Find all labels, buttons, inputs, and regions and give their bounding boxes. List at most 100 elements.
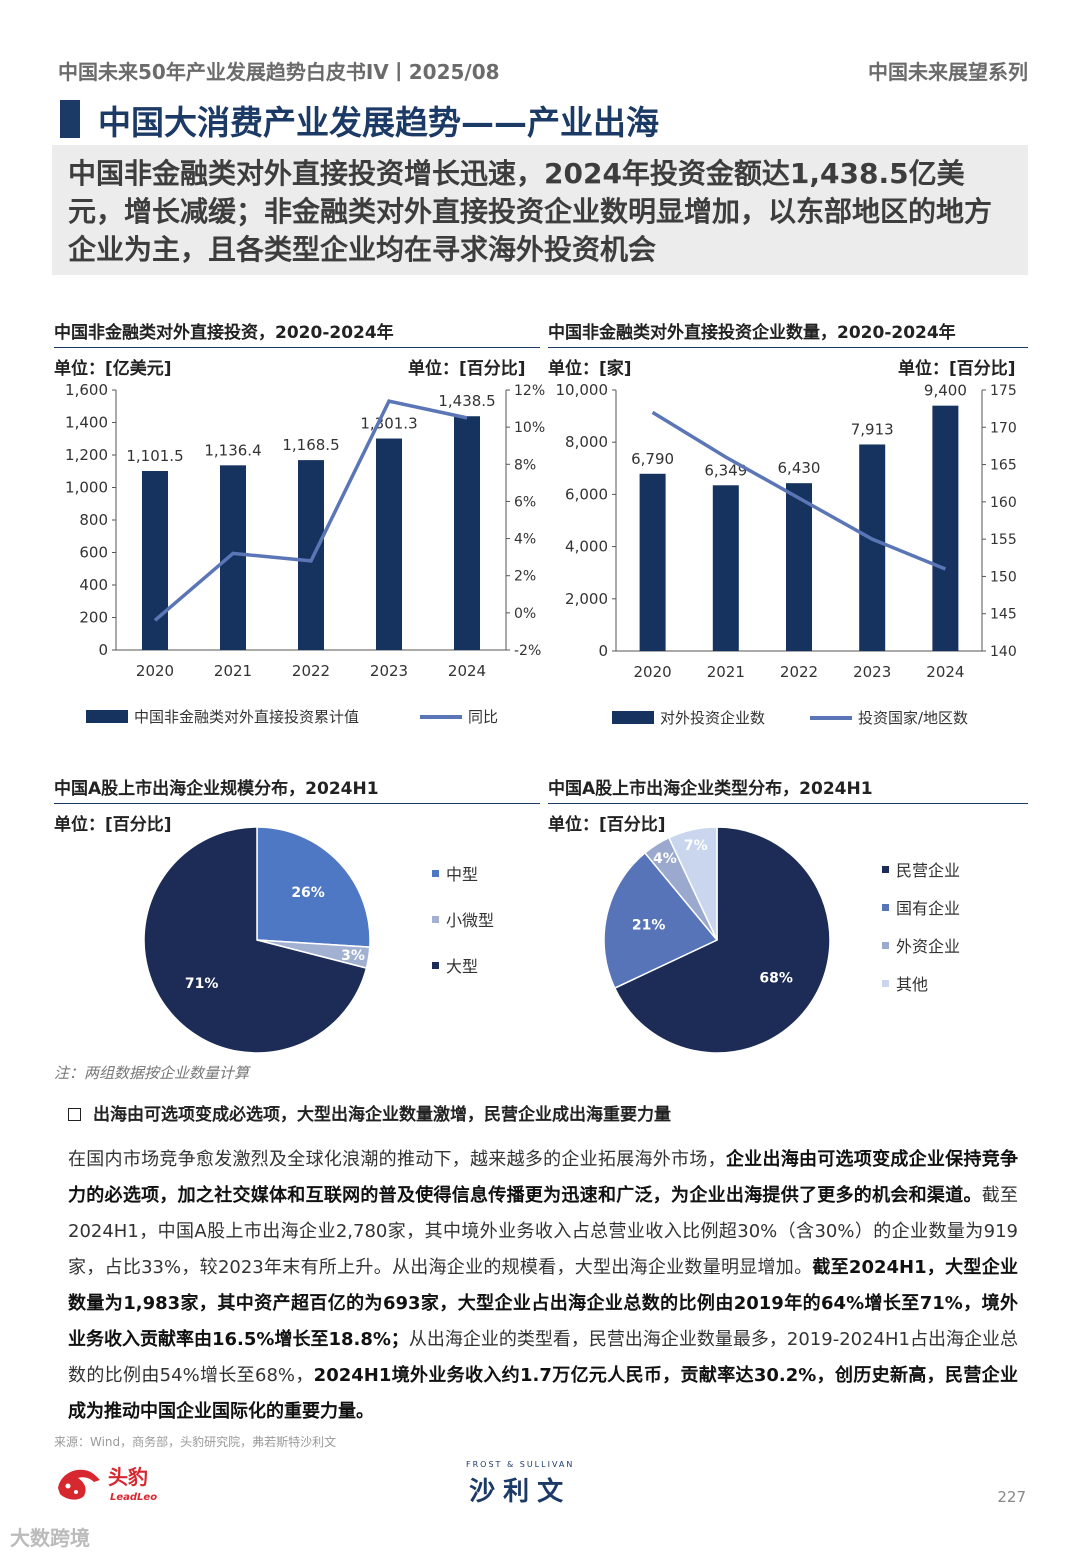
legend-swatch bbox=[882, 980, 889, 987]
left-tick-label: 10,000 bbox=[556, 381, 609, 399]
left-tick-label: 800 bbox=[79, 511, 108, 529]
chart4-unit: 单位：[百分比] bbox=[548, 815, 666, 835]
legend-label: 外资企业 bbox=[896, 937, 960, 956]
right-tick-label: 150 bbox=[990, 569, 1017, 585]
legend-label: 中型 bbox=[446, 865, 478, 884]
section-bullet: 出海由可选项变成必选项，大型出海企业数量激增，民营企业成出海重要力量 bbox=[68, 1100, 671, 1125]
right-tick-label: 10% bbox=[514, 420, 545, 436]
x-tick-label: 2022 bbox=[292, 662, 330, 680]
pie-slice bbox=[603, 851, 719, 990]
legend-swatch bbox=[432, 870, 439, 877]
pie-slice-label: 7% bbox=[684, 838, 708, 854]
pie-slice bbox=[613, 826, 831, 1054]
bar bbox=[220, 465, 246, 650]
right-tick-label: 12% bbox=[514, 383, 545, 399]
left-tick-label: 0 bbox=[98, 641, 108, 659]
right-tick-label: 2% bbox=[514, 569, 536, 585]
left-tick-label: 400 bbox=[79, 576, 108, 594]
chart2-title: 中国非金融类对外直接投资企业数量，2020-2024年 bbox=[548, 318, 1028, 348]
body-segment-bold: 2024H1境外业务收入约1.7万亿元人民币，贡献率达30.2%，创历史新高，民… bbox=[68, 1365, 1018, 1422]
legend-label: 小微型 bbox=[446, 911, 494, 930]
chart4-title: 中国A股上市出海企业类型分布，2024H1 bbox=[548, 774, 1028, 804]
body-segment-bold: 截至2024H1，大型企业数量为1,983家，其中资产超百亿的为693家，大型企… bbox=[68, 1257, 1018, 1350]
right-tick-label: 6% bbox=[514, 494, 536, 510]
right-tick-label: 175 bbox=[990, 383, 1017, 399]
page-number: 227 bbox=[997, 1488, 1026, 1506]
bar bbox=[859, 444, 886, 651]
legend-bar-swatch bbox=[86, 710, 128, 723]
series-name: 中国未来展望系列 bbox=[868, 60, 1028, 84]
legend-swatch bbox=[432, 916, 439, 923]
left-tick-label: 4,000 bbox=[565, 538, 608, 556]
chart4-type-pie: 68% 民营企业 21% 国有企业 4% 外资企业 7% 其他 bbox=[603, 826, 960, 1054]
x-tick-label: 2020 bbox=[634, 663, 672, 681]
chart3-scale-pie: 26% 中型 3% 小微型 71% 大型 bbox=[143, 826, 494, 1054]
bar-value-label: 6,349 bbox=[704, 461, 747, 479]
chart1-title: 中国非金融类对外直接投资，2020-2024年 bbox=[54, 318, 540, 348]
pie-slice-label: 71% bbox=[185, 976, 219, 992]
legend-line-label: 同比 bbox=[468, 708, 498, 726]
line-series bbox=[651, 410, 947, 571]
left-tick-label: 0 bbox=[598, 642, 608, 660]
legend-swatch bbox=[882, 866, 889, 873]
x-tick-label: 2023 bbox=[853, 663, 891, 681]
bar bbox=[932, 405, 959, 651]
x-tick-label: 2020 bbox=[136, 662, 174, 680]
left-tick-label: 1,200 bbox=[65, 446, 108, 464]
bar-value-label: 1,168.5 bbox=[282, 436, 339, 454]
logo-cn: 头豹 bbox=[108, 1465, 148, 1489]
chart1-unit-right: 单位：[百分比] bbox=[408, 359, 526, 379]
pie-slice bbox=[667, 826, 718, 941]
pie-slice bbox=[256, 826, 371, 948]
right-tick-label: -2% bbox=[514, 643, 541, 659]
legend-label: 国有企业 bbox=[896, 899, 960, 918]
legend-swatch bbox=[432, 962, 439, 969]
checkbox-icon bbox=[68, 1108, 81, 1121]
chart1-unit-left: 单位：[亿美元] bbox=[54, 359, 172, 379]
chart-note: 注：两组数据按企业数量计算 bbox=[54, 1064, 250, 1082]
chart3-title: 中国A股上市出海企业规模分布，2024H1 bbox=[54, 774, 540, 804]
summary-box: 中国非金融类对外直接投资增长迅速，2024年投资金额达1,438.5亿美元，增长… bbox=[52, 145, 1028, 275]
right-tick-label: 165 bbox=[990, 458, 1017, 474]
left-tick-label: 1,400 bbox=[65, 414, 108, 432]
title-accent-bar bbox=[60, 100, 80, 138]
right-tick-label: 160 bbox=[990, 495, 1017, 511]
legend-label: 其他 bbox=[896, 975, 928, 994]
legend-bar-swatch bbox=[612, 711, 654, 724]
right-tick-label: 145 bbox=[990, 607, 1017, 623]
chart2-enterprise-combo: 0 2,000 4,000 6,000 8,000 10,000 140 145 150 155 1… bbox=[556, 381, 1017, 727]
bar-value-label: 6,790 bbox=[631, 450, 674, 468]
source-line: 来源：Wind，商务部，头豹研究院，弗若斯特沙利文 bbox=[54, 1435, 337, 1449]
bar-value-label: 1,438.5 bbox=[438, 392, 495, 410]
chart1-investment-combo: 0 200 400 600 800 1,000 1,200 1,400 1,600 -2% 0% 2%… bbox=[65, 381, 545, 726]
bar-value-label: 9,400 bbox=[924, 382, 967, 400]
bar bbox=[712, 485, 739, 651]
pie-slice-label: 21% bbox=[632, 918, 666, 934]
right-tick-label: 155 bbox=[990, 532, 1017, 548]
report-header: 中国未来50年产业发展趋势白皮书IV丨2025/08 bbox=[58, 60, 500, 84]
legend-bar-label: 中国非金融类对外直接投资累计值 bbox=[134, 708, 359, 726]
body-segment-bold: 企业出海由可选项变成企业保持竞争力的必选项，加之社交媒体和互联网的普及使得信息传… bbox=[68, 1149, 1019, 1206]
watermark: 大数跨境 bbox=[10, 1526, 90, 1550]
bar-value-label: 1,101.5 bbox=[126, 447, 183, 465]
right-tick-label: 170 bbox=[990, 420, 1017, 436]
bar bbox=[786, 483, 812, 651]
x-tick-label: 2021 bbox=[707, 663, 745, 681]
x-tick-label: 2024 bbox=[448, 662, 486, 680]
bar bbox=[298, 460, 324, 650]
x-tick-label: 2021 bbox=[214, 662, 252, 680]
leadleo-logo: 头豹 LeadLeo bbox=[54, 1458, 174, 1510]
pie-slice-label: 3% bbox=[341, 948, 365, 964]
body-segment: 在国内市场竞争愈发激烈及全球化浪潮的推动下，越来越多的企业拓展海外市场， bbox=[68, 1149, 726, 1170]
page-title: 中国大消费产业发展趋势——产业出海 bbox=[98, 103, 659, 142]
logo-en: LeadLeo bbox=[110, 1492, 157, 1503]
left-tick-label: 2,000 bbox=[565, 590, 608, 608]
left-tick-label: 1,600 bbox=[65, 381, 108, 399]
pie-slice-label: 68% bbox=[759, 971, 793, 987]
line-series bbox=[153, 399, 468, 622]
legend-label: 民营企业 bbox=[896, 861, 960, 880]
pie-slice-label: 4% bbox=[653, 851, 677, 867]
bar bbox=[639, 473, 666, 651]
bar bbox=[376, 438, 402, 650]
leopard-icon: 头豹 LeadLeo bbox=[58, 1465, 157, 1503]
